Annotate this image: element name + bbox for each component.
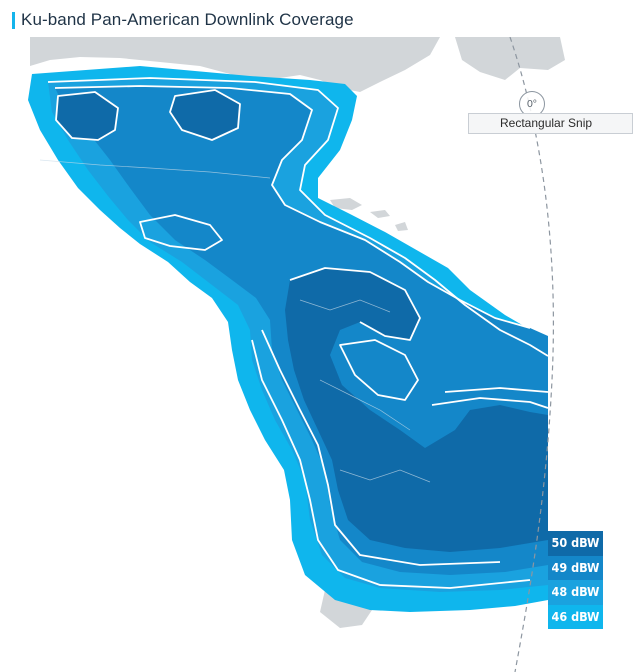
- caribbean-islands: [330, 198, 408, 231]
- contour-outer: [47, 77, 549, 357]
- legend-item-46: 46 dBW: [548, 604, 603, 629]
- country-borders: [39, 159, 431, 483]
- rotation-dial[interactable]: 0°: [519, 91, 545, 117]
- contour-inner: [54, 85, 531, 329]
- title-accent-bar: [12, 11, 15, 29]
- contour-loop-gulf: [139, 214, 223, 251]
- map-title: Ku-band Pan-American Downlink Coverage: [12, 9, 354, 31]
- north-america-land: [30, 37, 440, 92]
- contour-loop-central: [169, 89, 241, 141]
- contour-loop-west: [55, 91, 119, 141]
- contour-south-mid: [261, 329, 501, 566]
- globe-edge-line: [509, 37, 555, 672]
- rectangular-snip-menu-item[interactable]: Rectangular Snip: [468, 113, 633, 134]
- legend-item-49: 49 dBW: [548, 555, 603, 580]
- contour-east-2: [444, 387, 549, 393]
- contour-south-outer: [251, 339, 531, 589]
- legend-item-48: 48 dBW: [548, 580, 603, 605]
- contour-brazil: [339, 339, 419, 401]
- page-title: Ku-band Pan-American Downlink Coverage: [21, 10, 354, 29]
- greenland-land: [455, 37, 565, 80]
- contour-andes: [289, 267, 421, 341]
- legend: 50 dBW 49 dBW 48 dBW 46 dBW: [548, 531, 603, 629]
- contour-lines: [47, 77, 549, 589]
- legend-item-50: 50 dBW: [548, 531, 603, 556]
- zone-50-footprint: [56, 90, 548, 552]
- contour-east: [431, 397, 549, 409]
